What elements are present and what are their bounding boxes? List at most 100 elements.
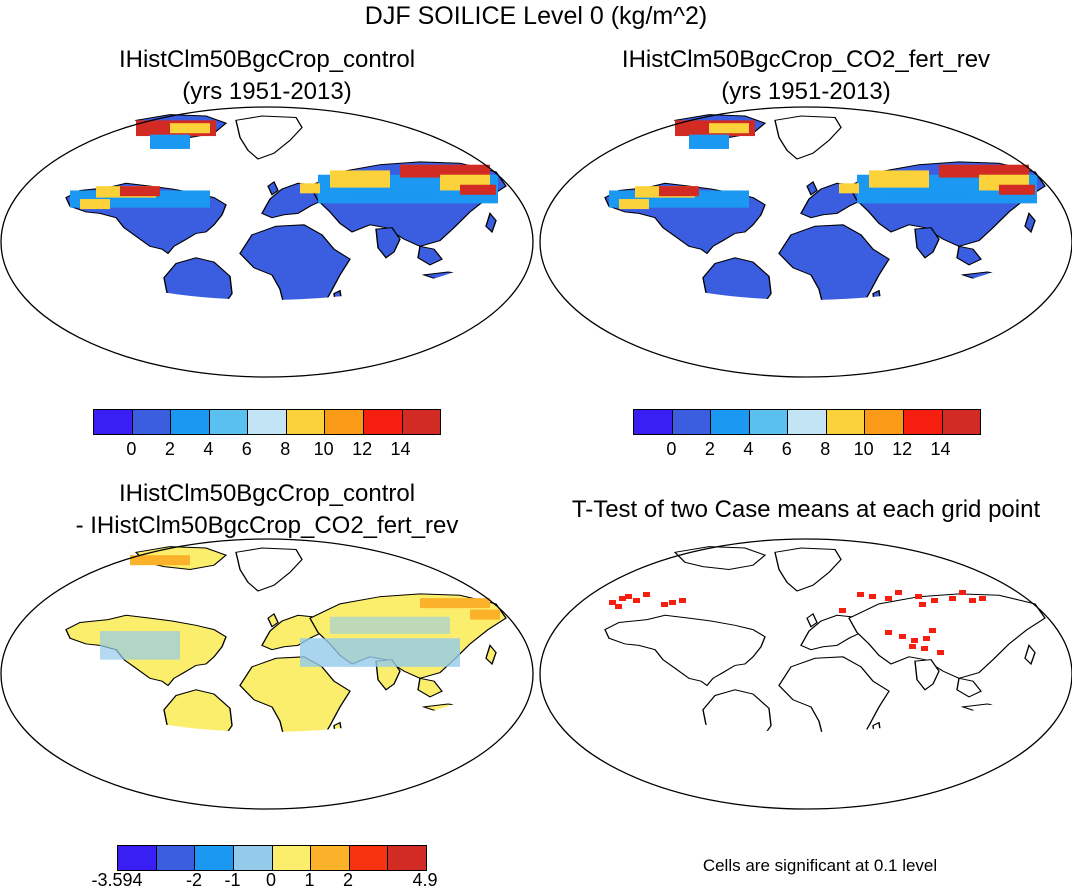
colorbar-abs-2-ticks: 0 2 4 6 8 10 12 14 [633,439,979,461]
colorbar-tick-label: 0 [265,870,277,890]
colorbar-swatch [286,410,326,434]
land-seAsia [956,245,982,266]
land-madagascar [872,289,882,300]
land-antarctica [110,357,408,368]
land-seAsia [417,677,443,698]
land-africa [239,224,351,300]
significant-cell [929,628,936,633]
value-cell [659,186,699,197]
land-antarctica [649,789,947,800]
map-frame [539,106,1072,378]
significant-cell [921,646,928,651]
panel2-title-line1: IHistClm50BgcCrop_CO2_fert_rev [621,46,991,73]
significant-cell [931,598,938,603]
colorbar-swatch [195,846,234,870]
value-cell [130,555,190,566]
colorbar-swatch [672,410,712,434]
significant-cell [899,634,906,639]
land-india [914,659,940,691]
panel3-title: IHistClm50BgcCrop_control - IHistClm50Bg… [0,478,534,542]
value-cell [460,184,496,195]
significant-cell [937,650,944,655]
land-india [914,227,940,259]
map-frame [539,538,1072,810]
colorbar-swatch [272,846,312,870]
value-cell [350,191,430,201]
land-northAmerica [604,614,766,687]
land-arcticIslands [673,546,767,571]
panel4-map-svg [539,538,1072,810]
panel1-title-line1: IHistClm50BgcCrop_control [118,46,416,73]
value-cell [80,199,110,210]
map-frame [0,106,534,378]
value-cell [470,609,500,620]
value-cell [300,183,320,194]
land-southAmerica [163,689,233,732]
land-madagascar [872,721,882,732]
significant-cell [625,594,632,599]
land-japan [485,644,497,666]
value-cell [939,164,1029,178]
significant-cell [949,596,956,601]
colorbar-tick-label: 14 [390,439,411,459]
land-africa [778,656,890,732]
significant-cell [911,638,918,643]
colorbar-swatch [903,410,943,434]
land-greenland [774,547,842,592]
colorbar-swatch [634,410,673,434]
value-cell [869,170,929,188]
colorbar-swatch [171,410,210,434]
significant-cell [885,630,892,635]
colorbar-swatch [311,846,350,870]
land-uk [806,612,818,628]
panel1-map-svg [0,106,534,378]
colorbar-tick-label: -3.594 [91,870,143,890]
colorbar-swatch [388,846,426,870]
panel3-map-svg [0,538,534,810]
colorbar-swatch [209,410,249,434]
value-cell [100,631,180,660]
colorbar-swatch [349,846,389,870]
colorbar-tick-label: -1 [224,870,241,890]
significant-cell [839,608,846,613]
land-australia [968,716,1046,732]
colorbar-tick-label: 0 [126,439,137,459]
value-cell [999,184,1035,195]
figure-title: DJF SOILICE Level 0 (kg/m^2) [364,2,708,30]
significant-cell [619,596,626,601]
land-india [375,227,401,259]
map-frame [0,538,534,810]
colorbar-swatch [132,410,172,434]
colorbar-tick-label: 1 [304,870,315,890]
land-greenland [774,115,842,160]
colorbar-swatch [749,410,789,434]
significant-cell [633,598,640,603]
value-cell [400,164,490,178]
land-antarctica [649,357,947,368]
significant-cell [979,596,986,601]
land-africa [239,656,351,732]
significance-note: Cells are significant at 0.1 level [702,856,938,875]
colorbar-tick-label: 10 [313,439,334,459]
significant-cell [669,600,676,605]
land-africa [778,224,890,300]
significant-cell [857,592,864,597]
significant-cell [923,636,930,641]
land-greenland [235,547,303,592]
land-seAsia [417,245,443,266]
value-cell [839,183,859,194]
colorbar-tick-label: 2 [704,439,715,459]
land-indonesia [960,271,1028,283]
value-cell [420,598,490,609]
colorbar-swatch [363,410,403,434]
value-cell [150,134,190,149]
panel2-map-svg [539,106,1072,378]
colorbar-tick-label: 8 [820,439,831,459]
value-cell [889,191,969,201]
panel3-title-line2: - IHistClm50BgcCrop_CO2_fert_rev [75,512,459,539]
colorbar-tick-label: 8 [280,439,291,459]
value-cell [300,638,460,667]
colorbar-tick-label: 12 [892,439,913,459]
colorbar-tick-label: 4.9 [412,870,438,890]
colorbar-swatch [788,410,827,434]
